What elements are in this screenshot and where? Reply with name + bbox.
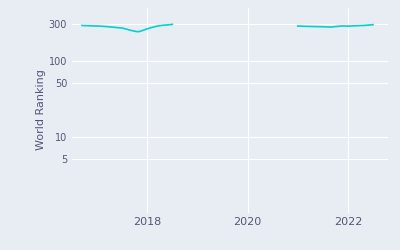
Y-axis label: World Ranking: World Ranking [36,70,46,150]
